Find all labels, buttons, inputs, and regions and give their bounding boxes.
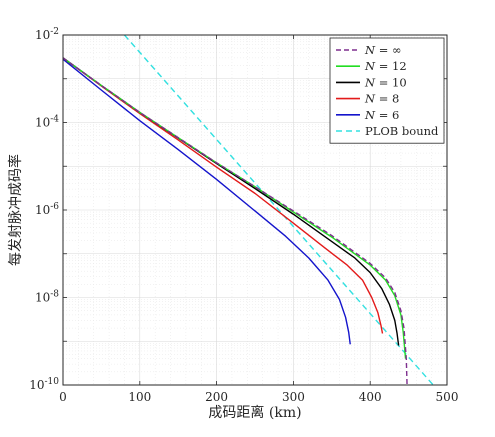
- series-line-5: [123, 35, 434, 385]
- x-axis-label: 成码距离 (km): [208, 404, 301, 421]
- series-layer: [63, 35, 434, 385]
- series-line-3: [63, 57, 384, 334]
- y-axis-label: 每发射脉冲成码率: [7, 154, 24, 266]
- series-line-0: [63, 57, 408, 385]
- y-tick-label: 10-2: [35, 27, 59, 42]
- series-line-1: [63, 57, 407, 359]
- x-tick-label: 400: [359, 390, 382, 404]
- x-tick-label: 0: [59, 390, 67, 404]
- legend-label-0: N = ∞: [364, 43, 402, 57]
- x-tick-label: 200: [205, 390, 228, 404]
- series-clip-group: [63, 35, 434, 385]
- legend: N = ∞ N = 12 N = 10 N = 8 N = 6 PLOB bound: [329, 37, 445, 144]
- y-tick-label: 10-10: [29, 377, 59, 392]
- legend-label-2: N = 10: [364, 75, 407, 89]
- x-tick-label: 300: [282, 390, 305, 404]
- y-tick-labels: 10-10 10-8 10-6 10-4 10-2: [29, 27, 59, 392]
- x-tick-label: 100: [128, 390, 151, 404]
- x-tick-labels: 0 100 200 300 400 500: [59, 390, 458, 404]
- legend-label-4: N = 6: [364, 108, 399, 122]
- legend-box: [329, 37, 445, 144]
- y-tick-label: 10-4: [35, 115, 59, 130]
- legend-label-1: N = 12: [364, 59, 407, 73]
- y-tick-label: 10-8: [35, 290, 59, 305]
- y-tick-label: 10-6: [35, 202, 59, 217]
- series-line-4: [63, 58, 351, 345]
- legend-label-3: N = 8: [364, 92, 399, 106]
- x-tick-label: 500: [436, 390, 459, 404]
- ticks: [62, 34, 448, 386]
- legend-label-5: PLOB bound: [365, 124, 439, 138]
